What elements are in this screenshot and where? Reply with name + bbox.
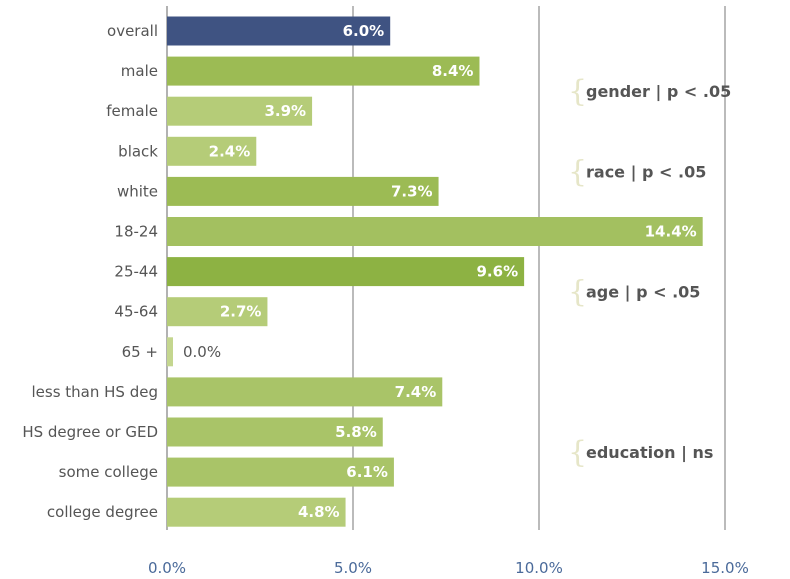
value-label: 14.4% (645, 223, 697, 241)
group-brace: { (568, 154, 587, 189)
bar (167, 417, 383, 447)
value-label: 6.1% (346, 463, 388, 481)
category-label: less than HS deg (32, 383, 159, 401)
group-brace: { (568, 275, 587, 310)
value-label: 2.4% (209, 142, 251, 160)
bars: overall 6.0% male 8.4% female 3.9% black 2.4% wh… (22, 16, 703, 527)
group-label: gender | p < .05 (586, 82, 731, 102)
bar (167, 96, 313, 126)
bar (167, 56, 480, 86)
x-axis: 0.0% 5.0% 10.0% 15.0% (148, 559, 749, 577)
category-label: 18-24 (114, 223, 158, 241)
bar (167, 297, 268, 327)
category-label: college degree (47, 503, 158, 521)
category-label: black (118, 142, 158, 160)
category-label: 25-44 (114, 263, 158, 281)
bar (167, 457, 394, 487)
group-label: education | ns (586, 443, 713, 463)
x-tick-label: 10.0% (515, 559, 563, 577)
group-brace: { (568, 435, 587, 470)
value-label: 3.9% (264, 102, 306, 120)
bar (167, 377, 443, 407)
category-label: HS degree or GED (22, 423, 158, 441)
bar (167, 217, 703, 246)
category-label: white (117, 182, 158, 200)
value-label: 7.3% (391, 182, 433, 200)
category-label: female (106, 102, 158, 120)
value-label: 9.6% (477, 263, 519, 281)
value-label: 6.0% (343, 22, 385, 40)
value-label: 7.4% (395, 383, 437, 401)
bar (167, 257, 525, 287)
x-tick-label: 15.0% (701, 559, 749, 577)
value-label: 5.8% (335, 423, 377, 441)
x-tick-label: 5.0% (334, 559, 372, 577)
bar (167, 176, 439, 206)
group-annotations: {gender | p < .05{race | p < .05{age | p… (568, 74, 731, 470)
category-label: male (121, 62, 158, 80)
bar (167, 16, 391, 46)
group-brace: { (568, 74, 587, 109)
category-label: 45-64 (114, 303, 158, 321)
category-label: overall (107, 22, 158, 40)
group-label: age | p < .05 (586, 283, 700, 303)
bar (167, 337, 173, 367)
value-label: 4.8% (298, 503, 340, 521)
x-tick-label: 0.0% (148, 559, 186, 577)
value-label: 0.0% (183, 343, 221, 361)
bar (167, 497, 346, 527)
value-label: 8.4% (432, 62, 474, 80)
category-label: 65 + (122, 343, 158, 361)
category-label: some college (59, 463, 158, 481)
bar (167, 136, 257, 166)
group-label: race | p < .05 (586, 162, 706, 182)
value-label: 2.7% (220, 303, 262, 321)
